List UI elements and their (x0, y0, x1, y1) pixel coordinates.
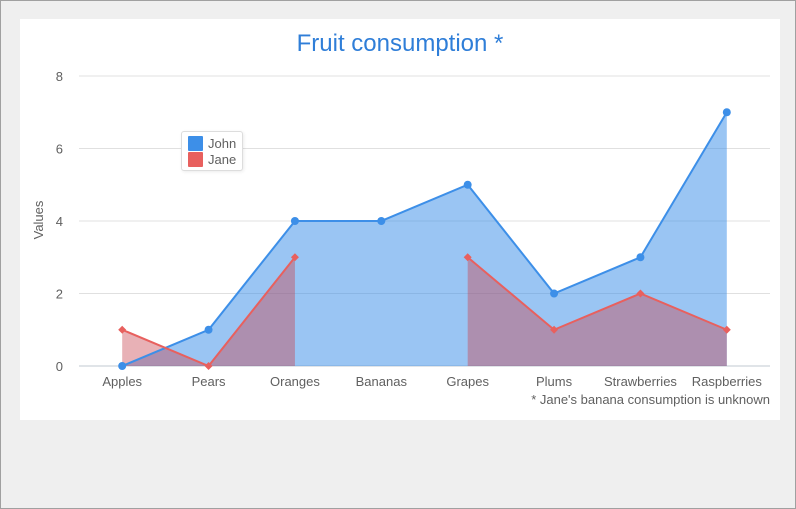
x-tick-label: Apples (102, 374, 142, 389)
line-jane (467, 256, 728, 331)
point-john[interactable] (118, 362, 127, 370)
series-markers (118, 108, 731, 370)
y-axis-ticks: 0 2 4 6 8 (56, 69, 63, 374)
chart-title: Fruit consumption * (297, 30, 504, 57)
area-jane (122, 257, 295, 366)
y-tick-label: 2 (56, 287, 63, 302)
x-tick-label: Bananas (356, 374, 408, 389)
x-tick-label: Grapes (446, 374, 489, 389)
legend-label-jane: Jane (208, 151, 237, 167)
x-tick-label: Oranges (270, 374, 320, 389)
point-john[interactable] (377, 217, 386, 225)
x-tick-label: Plums (536, 374, 573, 389)
point-john[interactable] (550, 289, 559, 298)
y-tick-label: 6 (56, 142, 63, 157)
point-john[interactable] (636, 253, 645, 262)
point-john[interactable] (722, 108, 731, 117)
y-tick-label: 4 (56, 214, 63, 229)
line-john (121, 111, 728, 367)
x-tick-label: Strawberries (604, 374, 677, 389)
point-jane[interactable] (204, 362, 213, 370)
footnote: * Jane's banana consumption is unknown (531, 392, 770, 407)
point-jane[interactable] (722, 325, 731, 334)
x-tick-label: Pears (192, 374, 226, 389)
y-axis-label: Values (31, 200, 46, 239)
legend-label-john: John (208, 135, 237, 151)
point-jane[interactable] (118, 325, 127, 334)
legend: John Jane (181, 131, 244, 171)
x-axis-ticks: Apples Pears Oranges Bananas Grapes Plums Stra… (102, 374, 762, 389)
legend-item-jane[interactable]: Jane (188, 151, 236, 167)
point-jane[interactable] (636, 289, 645, 298)
x-tick-label: Raspberries (692, 374, 763, 389)
legend-swatch-john (188, 135, 203, 151)
y-tick-label: 8 (56, 69, 63, 84)
y-tick-label: 0 (56, 359, 63, 374)
point-jane[interactable] (550, 325, 559, 334)
legend-item-john[interactable]: John (188, 135, 236, 151)
point-john[interactable] (204, 325, 213, 334)
point-john[interactable] (463, 180, 472, 189)
point-jane[interactable] (463, 253, 472, 262)
point-jane[interactable] (290, 253, 299, 262)
legend-swatch-jane (188, 151, 203, 167)
area-john (122, 112, 727, 366)
point-john[interactable] (290, 217, 299, 225)
